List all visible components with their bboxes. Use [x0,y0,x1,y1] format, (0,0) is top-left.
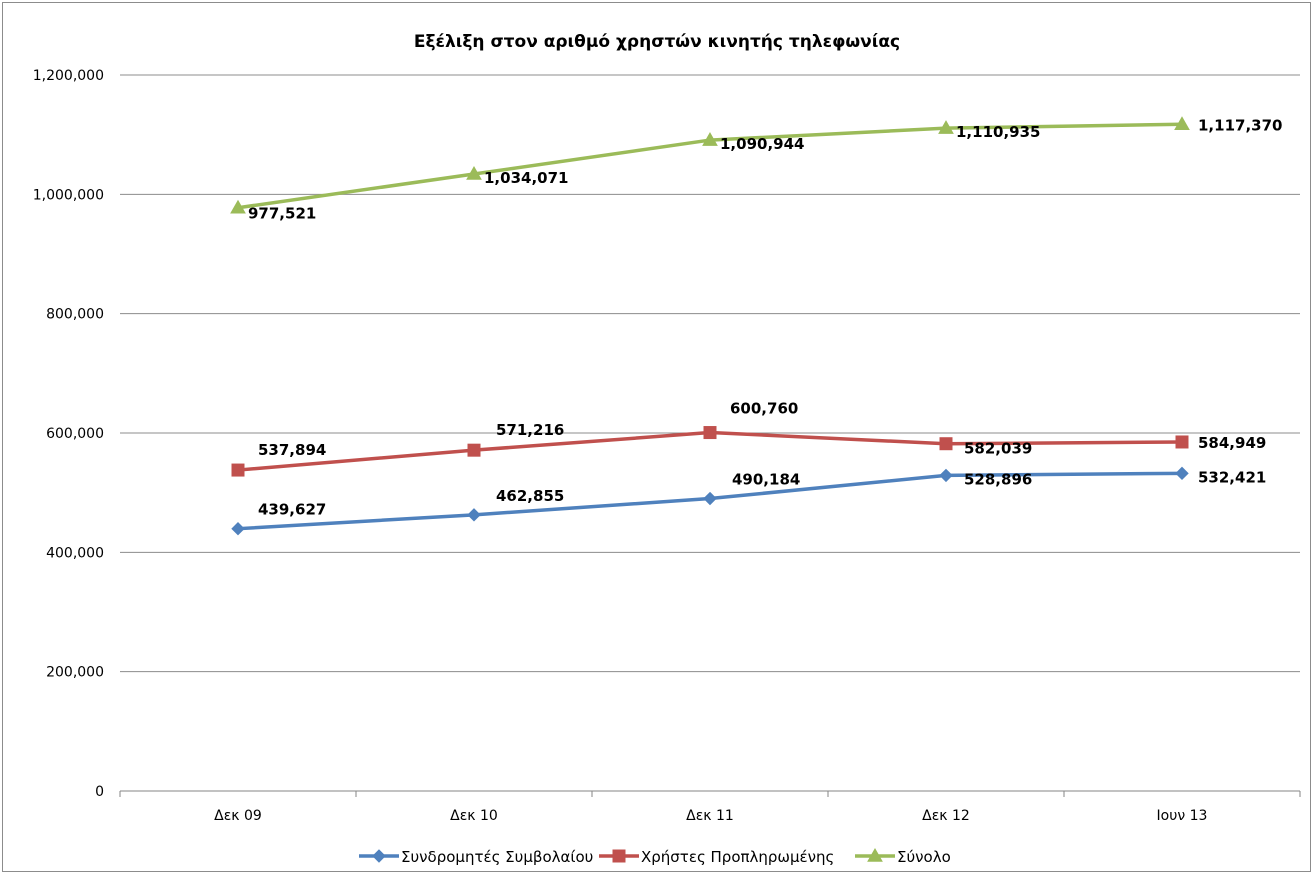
data-label: 490,184 [732,471,800,489]
series-group [230,116,1190,536]
data-point-marker [1175,466,1189,481]
data-label: 977,521 [248,205,316,223]
legend: Συνδρομητές Συμβολαίου Χρήστες Προπληρωμέ… [359,847,951,866]
data-point-marker [1174,116,1190,131]
legend-entry: Συνδρομητές Συμβολαίου [401,848,593,866]
x-tick-label: Δεκ 11 [686,808,734,824]
y-tick-label: 800,000 [46,307,104,323]
data-label: 537,894 [258,441,326,459]
data-point-marker [1175,435,1189,449]
data-point-marker [939,437,953,451]
data-label: 528,896 [964,470,1032,488]
x-tick-label: Δεκ 10 [450,808,498,824]
x-tick-label: Δεκ 09 [214,808,262,824]
data-point-marker [467,443,481,457]
legend-entry: Σύνολο [897,848,951,866]
data-point-marker [466,165,482,180]
data-label: 462,855 [496,487,564,505]
x-tick-label: Ιουν 13 [1157,808,1208,824]
data-label: 1,090,944 [720,135,804,153]
data-point-marker [938,120,954,134]
data-label: 600,760 [730,400,798,418]
data-point-marker [703,426,717,440]
data-label: 584,949 [1198,434,1266,452]
y-tick-label: 400,000 [46,545,104,561]
data-point-marker [702,132,718,146]
data-point-marker [231,521,245,536]
data-point-marker [703,491,717,506]
data-label: 582,039 [964,440,1032,458]
y-axis: 0 200,000 400,000 600,000 800,000 1,000,000 1,… [33,68,104,800]
data-point-marker [231,463,245,477]
data-point-marker [230,199,246,214]
y-tick-label: 200,000 [46,665,104,681]
chart-title: Εξέλιξη στον αριθμό χρηστών κινητής τηλε… [414,32,900,52]
legend-marker [372,849,386,863]
gridlines [120,74,1300,792]
data-label: 1,110,935 [956,123,1040,141]
legend-marker [612,849,626,863]
data-label: 439,627 [258,501,326,519]
x-tick-label: Δεκ 12 [922,808,970,824]
data-point-marker [467,508,481,522]
y-tick-label: 600,000 [46,426,104,442]
y-tick-label: 1,200,000 [33,68,104,84]
data-label: 571,216 [496,421,564,439]
data-point-marker [939,468,953,483]
y-tick-label: 0 [95,784,104,800]
data-label: 532,421 [1198,468,1266,486]
data-label: 1,117,370 [1198,116,1282,134]
legend-entry: Χρήστες Προπληρωμένης [641,848,834,866]
y-tick-label: 1,000,000 [33,187,104,203]
data-label: 1,034,071 [484,169,568,187]
x-axis: Δεκ 09 Δεκ 10 Δεκ 11 Δεκ 12 Ιουν 13 [119,791,1301,824]
legend-marker [867,847,883,862]
data-labels: 439,627 462,855 490,184 528,896 532,421 537,8… [248,116,1282,518]
